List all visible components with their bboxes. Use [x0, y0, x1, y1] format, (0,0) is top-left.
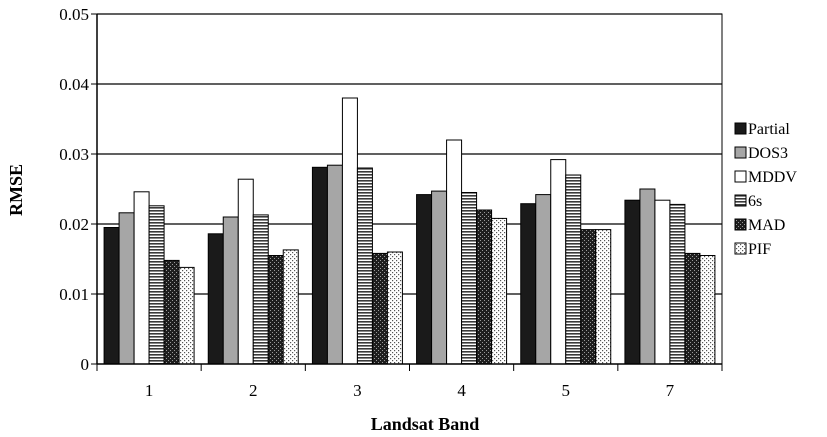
legend-label: MAD	[748, 217, 785, 234]
legend: Partial DOS3 MDDV 6s MAD PIF	[734, 121, 797, 258]
bar	[356, 167, 373, 365]
legend-label: MDDV	[748, 169, 797, 186]
bar	[520, 203, 537, 365]
x-tick-label: 2	[249, 381, 258, 400]
bar	[237, 178, 254, 365]
legend-item: Partial	[734, 121, 790, 138]
bar-group	[207, 178, 299, 365]
bar	[207, 233, 224, 365]
bar	[178, 266, 195, 365]
bar	[371, 252, 388, 365]
bar	[669, 203, 686, 365]
y-tick-label: 0.04	[59, 75, 89, 94]
y-tick-label: 0.03	[59, 145, 89, 164]
y-tick-label: 0.02	[59, 215, 89, 234]
bar	[699, 255, 716, 365]
bar	[431, 190, 448, 365]
legend-swatch	[734, 146, 747, 159]
bar	[624, 199, 641, 365]
bar	[446, 139, 463, 365]
x-tick-label: 7	[666, 381, 675, 400]
y-tick-label: 0.01	[59, 285, 89, 304]
bar-group	[624, 188, 716, 365]
y-axis-title: RMSE	[6, 164, 26, 216]
bar	[491, 217, 508, 365]
bar	[148, 205, 165, 365]
bar	[535, 194, 552, 365]
y-tick-label: 0	[81, 355, 90, 374]
bar	[386, 251, 403, 365]
x-tick-label: 4	[457, 381, 466, 400]
legend-swatch	[734, 218, 747, 231]
legend-label: DOS3	[748, 145, 788, 162]
y-tick-labels: 0 0.01 0.02 0.03 0.04 0.05	[59, 5, 89, 374]
bar	[476, 209, 493, 365]
bar	[326, 164, 343, 365]
bar	[252, 214, 269, 365]
bar	[654, 199, 671, 365]
bar	[282, 249, 299, 365]
bar	[639, 188, 656, 365]
bar	[565, 174, 582, 365]
legend-swatch	[734, 194, 747, 207]
legend-label: 6s	[748, 193, 762, 210]
x-tick-labels: 1 2 3 4 5 7	[145, 381, 675, 400]
legend-label: PIF	[748, 241, 771, 258]
y-tick-label: 0.05	[59, 5, 89, 24]
bar-group	[103, 191, 195, 365]
legend-item: MDDV	[734, 169, 797, 186]
gridlines	[97, 13, 722, 295]
bar	[341, 97, 358, 365]
legend-item: PIF	[734, 241, 771, 258]
bar	[416, 194, 433, 365]
bar	[595, 229, 612, 365]
x-tick-label: 5	[562, 381, 571, 400]
bar	[580, 229, 597, 365]
bar	[311, 166, 328, 365]
plot-border	[96, 13, 723, 365]
bar	[118, 212, 135, 365]
x-tick-label: 3	[353, 381, 362, 400]
legend-item: MAD	[734, 217, 785, 234]
legend-item: DOS3	[734, 145, 788, 162]
bar	[550, 159, 567, 365]
bars	[103, 97, 716, 365]
bar	[222, 216, 239, 365]
legend-label: Partial	[748, 121, 790, 138]
bar	[133, 191, 150, 365]
bar-group	[520, 159, 612, 365]
x-axis-title: Landsat Band	[371, 414, 480, 434]
bar	[684, 252, 701, 365]
bar-group	[416, 139, 508, 365]
axes	[91, 13, 723, 371]
bar	[103, 227, 120, 365]
x-tick-label: 1	[145, 381, 154, 400]
legend-swatch	[734, 242, 747, 255]
legend-swatch	[734, 122, 747, 135]
plot-area	[96, 13, 723, 365]
legend-swatch	[734, 170, 747, 183]
legend-item: 6s	[734, 193, 762, 210]
bar	[163, 259, 180, 365]
bar	[461, 192, 478, 365]
bar	[267, 255, 284, 365]
